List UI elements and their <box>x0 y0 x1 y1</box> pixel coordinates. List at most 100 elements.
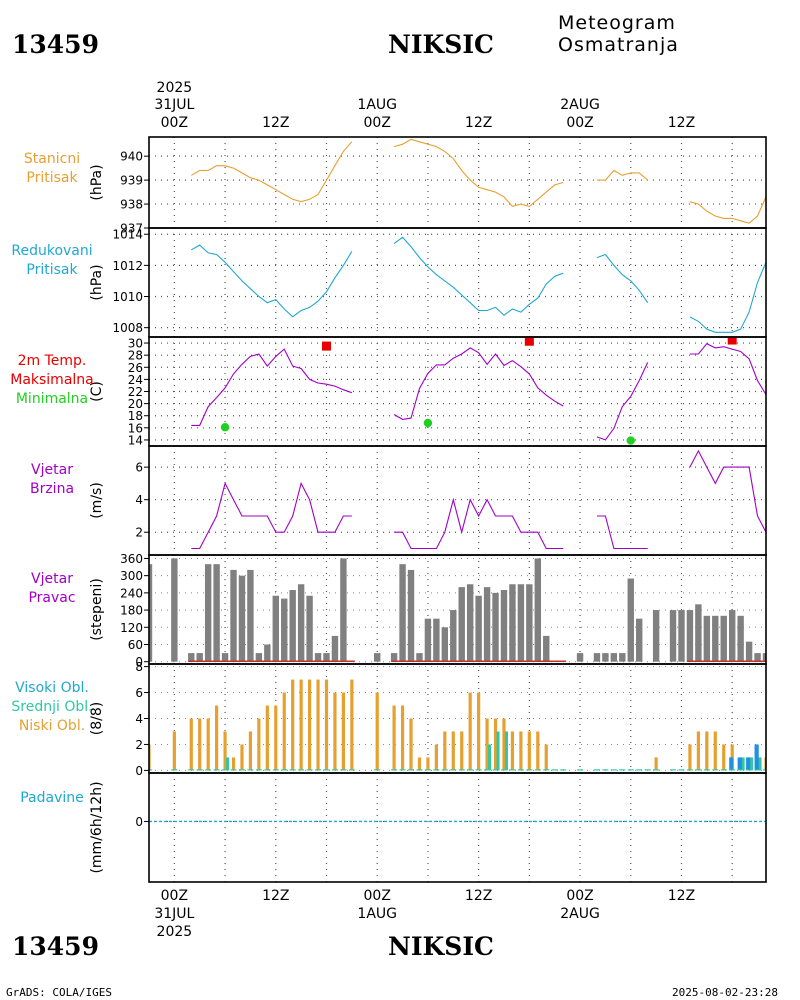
y-tick-label: 940 <box>120 150 143 164</box>
wind-direction-bar <box>636 618 643 662</box>
y-tick-label: 22 <box>128 385 143 399</box>
y-tick-label: 20 <box>128 397 143 411</box>
low-cloud-bar <box>426 757 430 771</box>
low-cloud-bar <box>198 718 202 771</box>
low-cloud-bar <box>316 679 320 771</box>
station_pressure-series-line <box>597 169 649 181</box>
bottom-time-label: 2AUG <box>560 906 600 922</box>
temperature-series-line <box>393 347 564 420</box>
low-cloud-bar <box>705 731 709 771</box>
wind-direction-bar <box>230 569 237 662</box>
min-temp-marker <box>626 436 635 445</box>
wind-direction-bar <box>543 635 550 662</box>
low-cloud-bar <box>544 744 548 771</box>
panel-label: Stanicni <box>24 151 80 167</box>
max-temp-marker <box>321 341 331 351</box>
panel-label: Redukovani <box>11 243 92 259</box>
panel-label: Vjetar <box>31 571 73 587</box>
y-tick-label: 18 <box>128 409 143 423</box>
y-tick-label: 0 <box>135 764 143 778</box>
y-axis-unit-label: (hPa) <box>89 164 105 200</box>
max-temp-marker <box>524 337 534 346</box>
low-cloud-bar <box>493 718 498 771</box>
y-tick-label: 16 <box>128 421 143 435</box>
low-cloud-bar <box>696 731 700 771</box>
meteogram-title: Meteogram Osmatranja <box>558 12 679 56</box>
wind-direction-bar <box>407 569 415 662</box>
wind-direction-bar <box>213 564 220 662</box>
reduced_pressure-series-line <box>689 262 766 333</box>
high-cloud-bar <box>746 757 751 771</box>
wind-direction-bar <box>247 569 254 662</box>
wind_speed-series-line <box>191 481 352 550</box>
mid-cloud-bar <box>750 757 754 771</box>
bottom-time-label: 00Z <box>161 888 188 904</box>
temperature-series-line <box>191 348 352 426</box>
low-cloud-bar <box>324 679 329 771</box>
y-tick-label: 240 <box>120 586 143 600</box>
top-time-label: 00Z <box>161 115 188 131</box>
low-cloud-bar <box>189 718 193 771</box>
top-time-label: 00Z <box>364 115 391 131</box>
panel-plot <box>149 558 766 662</box>
low-cloud-bar <box>468 692 472 771</box>
top-time-label: 31JUL <box>154 97 194 113</box>
y-tick-label: 360 <box>120 552 143 566</box>
wind_speed-series-line <box>597 515 648 550</box>
high-cloud-bar <box>729 757 734 771</box>
wind-direction-bar <box>450 610 457 662</box>
wind-direction-bar <box>517 584 525 662</box>
wind-direction-bar <box>669 610 677 662</box>
wind-direction-bar <box>374 653 381 662</box>
low-cloud-bar <box>299 679 303 771</box>
bottom-time-label: 00Z <box>364 888 391 904</box>
reduced_pressure-series-line <box>393 236 564 316</box>
low-cloud-bar <box>265 705 269 771</box>
panel-label: Niski Obl. <box>19 718 85 734</box>
panel-label: Pritisak <box>26 262 78 278</box>
wind-direction-bar <box>416 653 423 662</box>
wind-direction-bar <box>297 584 305 662</box>
low-cloud-bar <box>172 731 176 771</box>
wind-direction-bar <box>323 653 330 662</box>
wind-direction-bar <box>593 653 601 662</box>
low-cloud-bar <box>240 744 244 771</box>
y-tick-label: 8 <box>135 660 143 674</box>
y-tick-label: 28 <box>128 349 143 363</box>
wind-direction-bar <box>171 558 178 662</box>
panel-label: Srednji Obl. <box>11 699 92 715</box>
wind-direction-bar <box>703 615 711 662</box>
y-tick-label: 939 <box>120 174 143 188</box>
y-tick-label: 4 <box>135 712 143 726</box>
wind-direction-bar <box>483 587 491 662</box>
wind-direction-bar <box>314 653 322 662</box>
panel-frame <box>148 227 767 338</box>
low-cloud-bar <box>341 692 345 771</box>
panel-label: 2m Temp. <box>18 353 87 369</box>
high-cloud-bar <box>737 757 742 771</box>
wind-direction-bar <box>289 589 296 662</box>
y-tick-label: 0 <box>135 655 143 669</box>
wind-direction-bar <box>627 578 634 662</box>
bottom-time-label: 31JUL <box>154 906 194 922</box>
y-tick-label: 1010 <box>112 290 143 304</box>
low-cloud-bar <box>307 679 312 771</box>
wind-direction-bar <box>188 653 195 662</box>
low-cloud-bar <box>291 679 295 771</box>
y-tick-label: 937 <box>120 222 143 236</box>
low-cloud-bar <box>443 731 447 771</box>
mid-cloud-bar <box>496 731 500 771</box>
wind-direction-bar <box>340 558 347 662</box>
low-cloud-bar <box>527 731 531 771</box>
y-tick-label: 14 <box>128 433 143 447</box>
wind-direction-bar <box>678 610 685 662</box>
low-cloud-bar <box>519 731 523 771</box>
low-cloud-bar <box>502 718 506 771</box>
wind-direction-bar <box>433 618 440 662</box>
panel-plot <box>191 236 766 333</box>
mid-cloud-bar <box>504 731 508 771</box>
wind-direction-bar <box>264 644 271 662</box>
y-axis-unit-label: (mm/6h/12h) <box>89 781 105 873</box>
bottom-time-label: 00Z <box>566 888 593 904</box>
